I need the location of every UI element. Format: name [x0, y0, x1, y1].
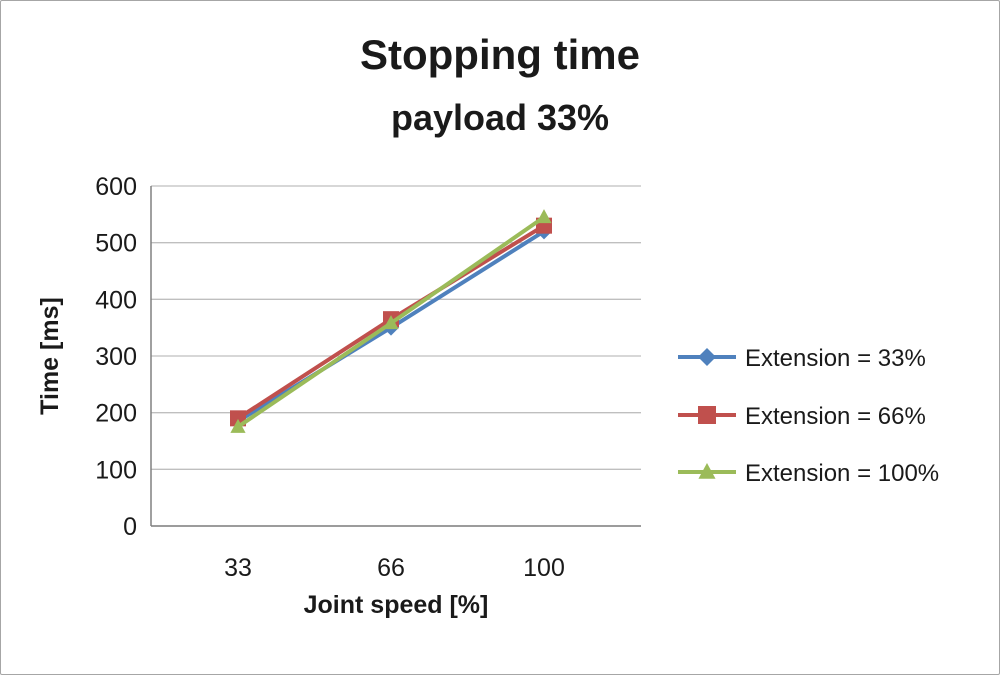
- y-tick-label: 200: [95, 400, 137, 428]
- chart-subtitle: payload 33%: [390, 97, 610, 138]
- y-tick-label: 600: [95, 173, 137, 201]
- x-axis-title: Joint speed [%]: [304, 591, 489, 619]
- legend-marker-triangle: [698, 463, 716, 479]
- legend-label: Extension = 33%: [745, 345, 926, 372]
- legend-marker-diamond: [698, 348, 716, 366]
- x-tick-label: 100: [523, 554, 565, 582]
- x-tick-label: 66: [377, 554, 405, 582]
- legend-label: Extension = 66%: [745, 403, 926, 430]
- y-axis-title: Time [ms]: [36, 297, 64, 415]
- series-marker-triangle: [536, 209, 552, 224]
- series-marker-triangle: [230, 418, 246, 433]
- y-tick-label: 300: [95, 343, 137, 371]
- y-tick-label: 400: [95, 286, 137, 314]
- y-tick-label: 100: [95, 456, 137, 484]
- chart-title: Stopping time: [360, 31, 640, 78]
- y-tick-label: 0: [123, 513, 137, 541]
- legend-label: Extension = 100%: [745, 460, 939, 487]
- x-tick-label: 33: [224, 554, 252, 582]
- y-tick-label: 500: [95, 230, 137, 258]
- legend-marker-square: [698, 406, 716, 424]
- series-marker-triangle: [383, 315, 399, 330]
